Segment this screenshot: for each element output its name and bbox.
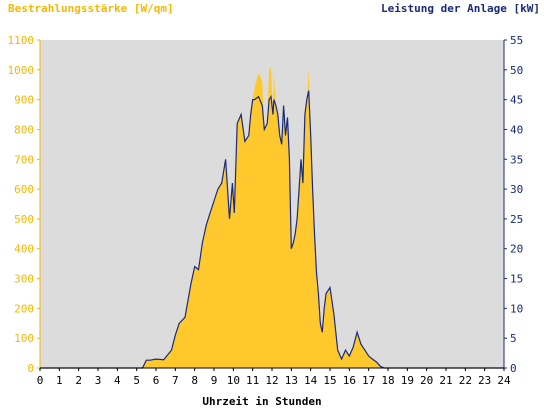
left-tick-label: 1100	[8, 34, 35, 47]
x-tick-label: 22	[459, 374, 472, 387]
x-tick-label: 5	[133, 374, 140, 387]
x-tick-label: 18	[381, 374, 394, 387]
right-tick-label: 25	[510, 213, 523, 226]
x-tick-label: 9	[211, 374, 218, 387]
x-tick-label: 19	[401, 374, 414, 387]
x-tick-label: 2	[75, 374, 82, 387]
left-tick-label: 600	[14, 183, 34, 196]
title-right: Leistung der Anlage [kW]	[381, 2, 540, 15]
left-tick-label: 900	[14, 94, 34, 107]
x-tick-label: 8	[191, 374, 198, 387]
left-tick-label: 100	[14, 332, 34, 345]
right-tick-label: 55	[510, 34, 523, 47]
left-tick-label: 300	[14, 273, 34, 286]
x-tick-label: 0	[37, 374, 44, 387]
x-tick-label: 14	[304, 374, 318, 387]
left-tick-label: 500	[14, 213, 34, 226]
right-tick-label: 5	[510, 332, 517, 345]
left-tick-label: 200	[14, 302, 34, 315]
x-axis-label: Uhrzeit in Stunden	[202, 395, 321, 408]
x-tick-label: 11	[246, 374, 259, 387]
left-tick-label: 400	[14, 243, 34, 256]
left-tick-label: 800	[14, 123, 34, 136]
left-tick-label: 700	[14, 153, 34, 166]
right-tick-label: 10	[510, 302, 523, 315]
x-tick-label: 17	[362, 374, 375, 387]
right-tick-label: 35	[510, 153, 523, 166]
right-tick-label: 15	[510, 273, 523, 286]
x-tick-label: 12	[265, 374, 278, 387]
x-tick-label: 16	[343, 374, 356, 387]
right-tick-label: 30	[510, 183, 523, 196]
right-tick-label: 50	[510, 64, 523, 77]
x-tick-label: 6	[153, 374, 160, 387]
left-tick-label: 1000	[8, 64, 35, 77]
series-power-line	[40, 90, 504, 369]
x-tick-label: 1	[56, 374, 63, 387]
x-tick-label: 7	[172, 374, 179, 387]
title-left: Bestrahlungsstärke [W/qm]	[8, 2, 174, 15]
x-tick-label: 23	[478, 374, 491, 387]
right-tick-label: 40	[510, 123, 523, 136]
x-tick-label: 13	[285, 374, 298, 387]
right-tick-label: 20	[510, 243, 523, 256]
x-tick-label: 15	[323, 374, 336, 387]
x-tick-label: 10	[227, 374, 240, 387]
right-tick-label: 45	[510, 94, 523, 107]
x-tick-label: 21	[439, 374, 452, 387]
right-tick-label: 0	[510, 362, 517, 375]
x-tick-label: 24	[497, 374, 511, 387]
x-tick-label: 3	[95, 374, 102, 387]
left-tick-label: 0	[27, 362, 34, 375]
x-tick-label: 4	[114, 374, 121, 387]
axes-layer: 0100200300400500600700800900100011000510…	[8, 34, 524, 387]
x-tick-label: 20	[420, 374, 433, 387]
series-irradiance-area	[40, 66, 504, 369]
series-layer	[40, 66, 504, 369]
